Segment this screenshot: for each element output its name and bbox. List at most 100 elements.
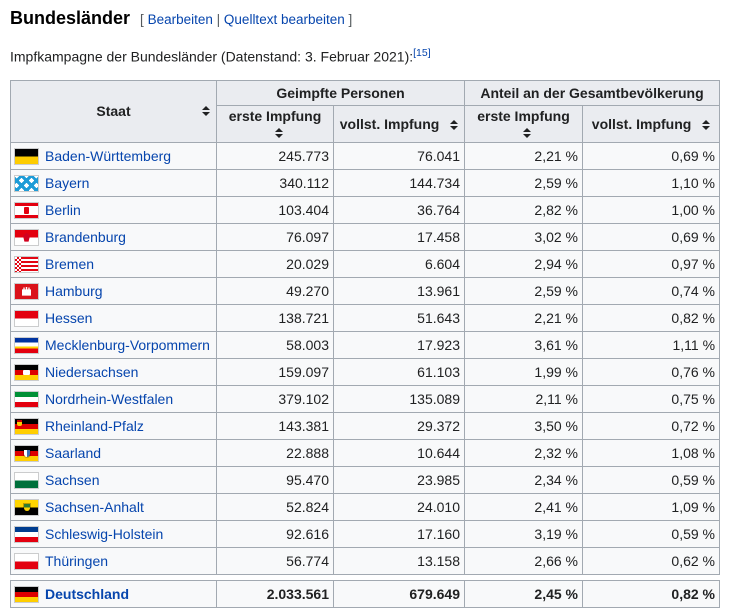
- section-heading: Bundesländer [ Bearbeiten | Quelltext be…: [10, 8, 719, 29]
- vollst-impfung-value: 144.734: [333, 168, 465, 197]
- anteil-erste-value: 2,41 %: [464, 492, 583, 521]
- table-footer-row: Deutschland 2.033.561 679.649 2,45 % 0,8…: [10, 579, 721, 608]
- anteil-erste-value: 3,61 %: [464, 330, 583, 359]
- erste-impfung-value: 76.097: [216, 222, 334, 251]
- bremen-flag-icon: [15, 256, 38, 272]
- erste-impfung-value: 340.112: [216, 168, 334, 197]
- berlin-flag-icon: [15, 202, 38, 218]
- table-body: Baden-Württemberg 245.773 76.041 2,21 % …: [10, 141, 721, 608]
- anteil-erste-value: 2,94 %: [464, 249, 583, 278]
- baden-wuerttemberg-flag-icon: [15, 148, 38, 164]
- anteil-erste-value: 2,59 %: [464, 276, 583, 305]
- anteil-vollst-value: 1,00 %: [581, 195, 721, 224]
- table-spacer: [10, 574, 720, 581]
- table-row: Schleswig-Holstein 92.616 17.160 3,19 % …: [10, 519, 721, 548]
- edit-link[interactable]: Bearbeiten: [147, 12, 213, 27]
- vollst-impfung-value: 36.764: [333, 195, 465, 224]
- vollst-impfung-value: 76.041: [333, 141, 465, 170]
- sort-icon: [702, 119, 711, 130]
- column-header-anteil-vollst-impfung[interactable]: vollst. Impfung: [581, 104, 721, 143]
- state-link[interactable]: Rheinland-Pfalz: [45, 417, 144, 434]
- column-header-anteil-erste-impfung[interactable]: erste Impfung: [464, 104, 583, 143]
- anteil-erste-value: 2,21 %: [464, 141, 583, 170]
- state-link[interactable]: Sachsen: [45, 471, 100, 488]
- vollst-impfung-value: 135.089: [333, 384, 465, 413]
- table-row: Baden-Württemberg 245.773 76.041 2,21 % …: [10, 141, 721, 170]
- state-link[interactable]: Thüringen: [45, 552, 109, 569]
- table-row: Nordrhein-Westfalen 379.102 135.089 2,11…: [10, 384, 721, 413]
- table-row: Rheinland-Pfalz 143.381 29.372 3,50 % 0,…: [10, 411, 721, 440]
- edit-separator: |: [216, 12, 221, 27]
- saarland-flag-icon: [15, 445, 38, 461]
- vollst-impfung-value: 24.010: [333, 492, 465, 521]
- nordrhein-westfalen-flag-icon: [15, 391, 38, 407]
- sachsen-flag-icon: [15, 472, 38, 488]
- erste-impfung-value: 52.824: [216, 492, 334, 521]
- erste-impfung-value: 95.470: [216, 465, 334, 494]
- state-link[interactable]: Niedersachsen: [45, 363, 139, 380]
- state-link[interactable]: Saarland: [45, 444, 102, 461]
- anteil-erste-value: 1,99 %: [464, 357, 583, 386]
- erste-impfung-value: 49.270: [216, 276, 334, 305]
- table-row: Brandenburg 76.097 17.458 3,02 % 0,69 %: [10, 222, 721, 251]
- table-row: Saarland 22.888 10.644 2,32 % 1,08 %: [10, 438, 721, 467]
- anteil-vollst-value: 1,11 %: [581, 330, 721, 359]
- anteil-erste-value: 2,11 %: [464, 384, 583, 413]
- vollst-impfung-value: 17.923: [333, 330, 465, 359]
- anteil-vollst-value: 1,10 %: [581, 168, 721, 197]
- table-row: Hamburg 49.270 13.961 2,59 % 0,74 %: [10, 276, 721, 305]
- anteil-vollst-value: 0,62 %: [581, 546, 721, 575]
- state-link[interactable]: Mecklenburg-Vorpommern: [45, 336, 210, 353]
- bayern-flag-icon: [15, 175, 38, 191]
- table-row: Bremen 20.029 6.604 2,94 % 0,97 %: [10, 249, 721, 278]
- reference-link[interactable]: [15]: [413, 47, 431, 59]
- anteil-erste-header-label: erste Impfung: [477, 107, 570, 124]
- erste-impfung-header-label: erste Impfung: [228, 107, 322, 124]
- erste-impfung-value: 103.404: [216, 195, 334, 224]
- erste-impfung-value: 245.773: [216, 141, 334, 170]
- anteil-vollst-value: 0,82 %: [581, 303, 721, 332]
- erste-impfung-value: 56.774: [216, 546, 334, 575]
- vollst-impfung-value: 17.160: [333, 519, 465, 548]
- vollst-impfung-value: 61.103: [333, 357, 465, 386]
- state-link[interactable]: Schleswig-Holstein: [45, 525, 164, 542]
- state-link[interactable]: Hamburg: [45, 282, 103, 299]
- column-header-erste-impfung[interactable]: erste Impfung: [216, 104, 334, 143]
- state-link[interactable]: Hessen: [45, 309, 93, 326]
- deutschland-flag-icon: [15, 586, 38, 602]
- anteil-vollst-value: 0,72 %: [581, 411, 721, 440]
- state-link[interactable]: Deutschland: [45, 585, 130, 602]
- table-row: Mecklenburg-Vorpommern 58.003 17.923 3,6…: [10, 330, 721, 359]
- erste-impfung-total: 2.033.561: [216, 579, 334, 608]
- anteil-vollst-value: 0,59 %: [581, 465, 721, 494]
- rheinland-pfalz-flag-icon: [15, 418, 38, 434]
- state-link[interactable]: Bayern: [45, 174, 90, 191]
- anteil-vollst-value: 0,75 %: [581, 384, 721, 413]
- mecklenburg-vorpommern-flag-icon: [15, 337, 38, 353]
- group-header-anteil-gesamtbevoelkerung: Anteil an der Gesamtbevölkerung: [463, 79, 721, 106]
- anteil-erste-value: 3,50 %: [464, 411, 583, 440]
- state-link[interactable]: Berlin: [45, 201, 81, 218]
- table-row: Niedersachsen 159.097 61.103 1,99 % 0,76…: [10, 357, 721, 386]
- subtitle-text: Impfkampagne der Bundesländer (Datenstan…: [10, 48, 414, 65]
- state-link[interactable]: Brandenburg: [45, 228, 126, 245]
- anteil-vollst-value: 0,69 %: [581, 141, 721, 170]
- state-link[interactable]: Sachsen-Anhalt: [45, 498, 144, 515]
- column-header-vollst-impfung[interactable]: vollst. Impfung: [333, 104, 465, 143]
- anteil-vollst-value: 0,74 %: [581, 276, 721, 305]
- state-link[interactable]: Baden-Württemberg: [45, 147, 172, 164]
- anteil-erste-total: 2,45 %: [464, 579, 583, 608]
- erste-impfung-value: 159.097: [216, 357, 334, 386]
- erste-impfung-value: 92.616: [216, 519, 334, 548]
- sort-icon: [523, 127, 531, 138]
- vollst-impfung-header-label: vollst. Impfung: [339, 115, 440, 132]
- schleswig-holstein-flag-icon: [15, 526, 38, 542]
- edit-source-link[interactable]: Quelltext bearbeiten: [223, 12, 345, 27]
- state-link[interactable]: Nordrhein-Westfalen: [45, 390, 174, 407]
- sort-icon: [274, 127, 283, 138]
- state-link[interactable]: Bremen: [45, 255, 95, 272]
- column-header-staat[interactable]: Staat: [10, 79, 217, 143]
- vollst-impfung-value: 29.372: [333, 411, 465, 440]
- table-row: Thüringen 56.774 13.158 2,66 % 0,62 %: [10, 546, 721, 575]
